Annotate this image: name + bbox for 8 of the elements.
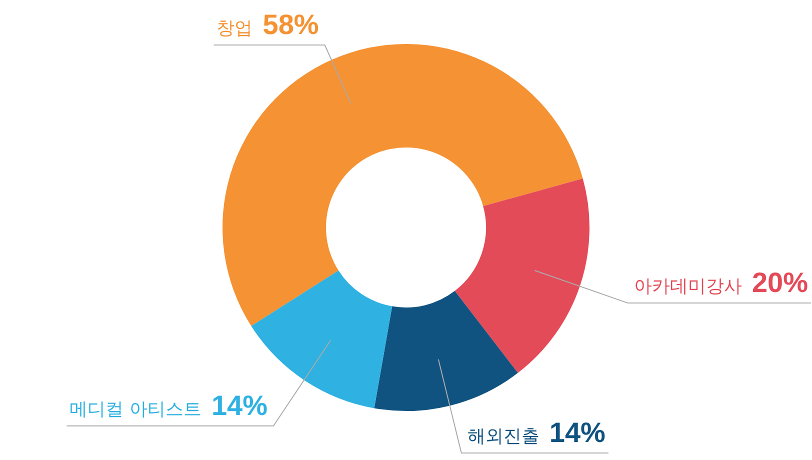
- slice-label: 아카데미강사: [634, 276, 742, 298]
- slice-label: 메디컬 아티스트: [70, 398, 202, 420]
- data-label: 58%: [262, 9, 319, 40]
- slice-label: 창업: [216, 18, 253, 39]
- slice-label: 해외진출: [467, 426, 540, 447]
- data-label: 20%: [752, 267, 808, 298]
- data-label: 14%: [549, 417, 606, 448]
- data-label: 14%: [211, 390, 268, 421]
